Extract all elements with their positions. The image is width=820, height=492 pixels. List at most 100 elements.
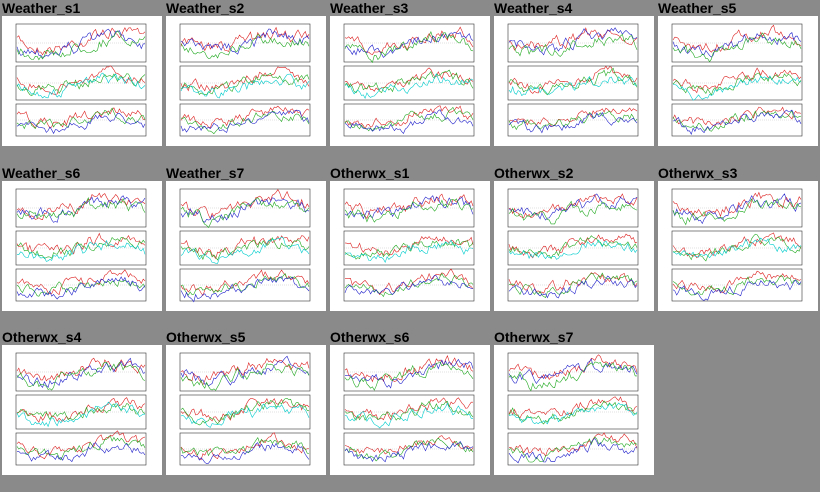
panel-line xyxy=(180,269,310,297)
thumbnail-cell: Weather_s6 xyxy=(2,165,162,311)
panel-line xyxy=(16,113,146,135)
panel-line xyxy=(180,189,310,220)
panel-line xyxy=(180,276,310,303)
panel-line xyxy=(672,110,802,132)
thumbnail-image[interactable] xyxy=(494,181,654,311)
panel-line xyxy=(344,106,474,132)
panel-line xyxy=(180,355,310,387)
thumbnail-cell: Weather_s7 xyxy=(166,165,326,311)
thumbnail-image[interactable] xyxy=(166,16,326,146)
thumbnail-cell: Weather_s4 xyxy=(494,0,654,146)
thumbnail-image[interactable] xyxy=(330,181,490,311)
thumbnail-image[interactable] xyxy=(330,16,490,146)
thumbnail-title: Weather_s3 xyxy=(330,0,409,16)
thumbnail-image[interactable] xyxy=(166,345,326,475)
panel-line xyxy=(508,233,638,259)
panel-line xyxy=(16,357,146,389)
panel-line xyxy=(16,107,146,129)
thumbnail-title: Weather_s6 xyxy=(2,165,81,181)
panel-line xyxy=(16,361,146,391)
panel-line xyxy=(180,72,310,96)
panel-line xyxy=(16,195,146,223)
thumbnail-title: Otherwx_s1 xyxy=(330,165,410,181)
panel-line xyxy=(344,198,474,223)
panel-line xyxy=(16,279,146,297)
thumbnail-image[interactable] xyxy=(494,345,654,475)
panel-line xyxy=(508,436,638,463)
panel-line xyxy=(508,27,638,56)
panel-line xyxy=(508,110,638,131)
panel-line xyxy=(509,432,638,457)
panel-line xyxy=(508,111,638,134)
panel-line xyxy=(180,109,310,133)
panel-line xyxy=(16,65,146,95)
thumbnail-image[interactable] xyxy=(166,181,326,311)
panel-line xyxy=(344,109,474,135)
panel-line xyxy=(345,268,474,296)
panel-line xyxy=(180,273,310,296)
panel-line xyxy=(16,30,146,61)
panel-line xyxy=(180,197,310,229)
thumbnail-title: Otherwx_s2 xyxy=(494,165,574,181)
panel-line xyxy=(180,235,310,260)
panel-line xyxy=(17,442,146,463)
panel-line xyxy=(180,442,310,465)
panel-line xyxy=(16,197,146,219)
panel-line xyxy=(344,26,474,55)
panel-line xyxy=(508,107,638,127)
panel-line xyxy=(180,398,310,423)
panel-line xyxy=(180,34,310,59)
panel-line xyxy=(508,33,638,57)
thumbnail-cell: Otherwx_s1 xyxy=(330,165,490,311)
thumbnail-cell: Otherwx_s4 xyxy=(2,329,162,475)
panel-line xyxy=(508,400,638,425)
panel-line xyxy=(508,272,638,294)
panel-line xyxy=(16,72,146,99)
panel-line xyxy=(672,191,802,218)
thumbnail-cell: Weather_s2 xyxy=(166,0,326,146)
thumbnail-image[interactable] xyxy=(330,345,490,475)
panel-line xyxy=(672,279,802,301)
panel-line xyxy=(508,239,638,260)
panel-line xyxy=(672,232,802,259)
panel-line xyxy=(672,275,802,296)
thumbnail-title: Otherwx_s4 xyxy=(2,329,82,345)
panel-line xyxy=(344,239,474,264)
thumbnail-title: Weather_s1 xyxy=(2,0,81,16)
thumbnail-title: Otherwx_s7 xyxy=(494,329,574,345)
panel-line xyxy=(180,197,310,223)
panel-line xyxy=(344,193,474,220)
panel-line xyxy=(16,73,146,97)
thumbnail-image[interactable] xyxy=(658,181,818,311)
panel-line xyxy=(508,361,637,392)
panel-line xyxy=(180,236,310,264)
thumbnail-image[interactable] xyxy=(494,16,654,146)
panel-line xyxy=(16,236,146,259)
thumbnail-title: Otherwx_s3 xyxy=(658,165,738,181)
panel-line xyxy=(344,236,474,256)
panel-line xyxy=(16,357,146,382)
thumbnail-image[interactable] xyxy=(658,16,818,146)
panel-line xyxy=(344,441,474,463)
panel-line xyxy=(672,67,802,94)
panel-line xyxy=(672,237,802,259)
panel-line xyxy=(508,193,638,221)
thumbnail-image[interactable] xyxy=(2,345,162,475)
thumbnail-title: Otherwx_s5 xyxy=(166,329,246,345)
thumbnail-title: Weather_s5 xyxy=(658,0,737,16)
panel-line xyxy=(672,32,802,63)
panel-line xyxy=(344,30,474,64)
thumbnail-image[interactable] xyxy=(2,181,162,311)
panel-line xyxy=(180,432,310,461)
panel-line xyxy=(180,110,310,135)
panel-line xyxy=(344,402,474,429)
panel-line xyxy=(180,403,310,428)
thumbnail-image[interactable] xyxy=(2,16,162,146)
panel-line xyxy=(16,107,146,130)
thumbnail-title: Weather_s2 xyxy=(166,0,245,16)
panel-line xyxy=(672,72,802,96)
panel-line xyxy=(508,76,638,97)
thumbnail-cell: Otherwx_s2 xyxy=(494,165,654,311)
panel-line xyxy=(508,358,638,385)
thumbnail-title: Otherwx_s6 xyxy=(330,329,410,345)
